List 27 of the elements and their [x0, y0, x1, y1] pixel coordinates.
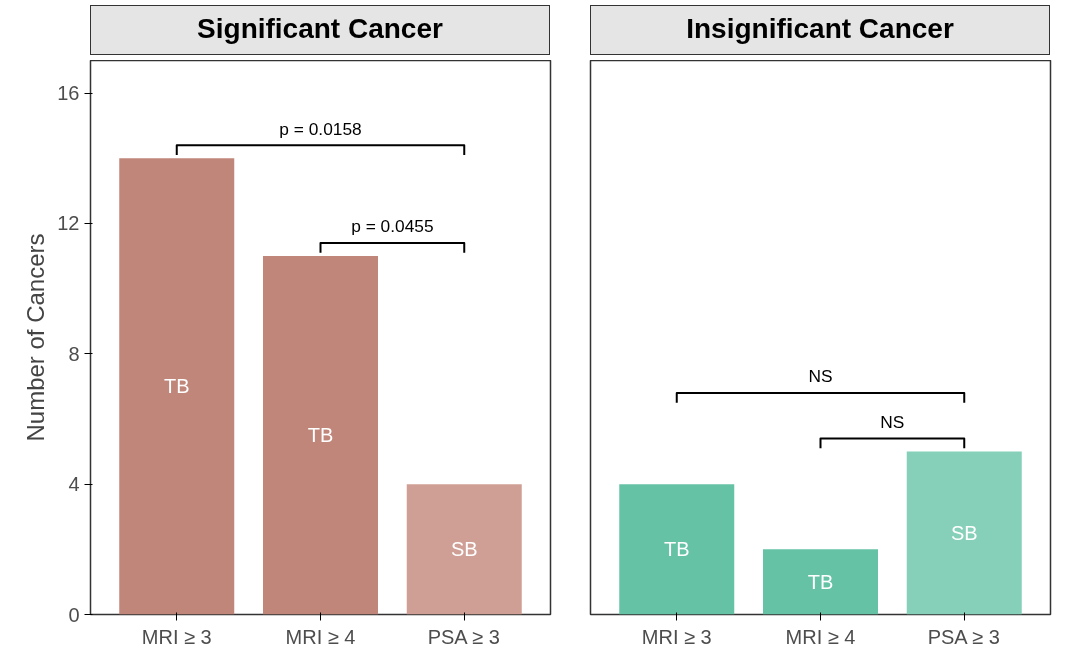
annotation: NS [880, 412, 905, 433]
y-tick-label: 4 [68, 473, 80, 496]
x-tick-label: MRI ≥ 4 [785, 625, 856, 648]
x-tick-label: MRI ≥ 4 [285, 625, 356, 648]
y-tick-label: 16 [57, 82, 80, 105]
annotation: TB [807, 570, 834, 593]
chart-title: Insignificant Cancer [686, 12, 954, 46]
annotation: p = 0.0158 [279, 118, 362, 139]
annotation: NS [808, 366, 833, 387]
y-axis-title: Number of Cancers [22, 233, 50, 442]
x-tick-label: MRI ≥ 3 [141, 625, 212, 648]
y-tick-label: 0 [68, 603, 80, 626]
annotation: SB [950, 522, 978, 545]
chart-title: Significant Cancer [197, 12, 443, 46]
x-tick-label: PSA ≥ 3 [927, 625, 1000, 648]
bar [119, 158, 235, 615]
y-tick-label: 12 [57, 212, 80, 235]
x-tick-label: MRI ≥ 3 [641, 625, 712, 648]
annotation: SB [450, 538, 478, 561]
annotation: TB [307, 424, 334, 447]
bar [406, 484, 522, 615]
annotation: TB [163, 375, 190, 398]
x-tick-label: PSA ≥ 3 [427, 625, 500, 648]
y-tick-label: 8 [68, 342, 80, 365]
annotation: p = 0.0455 [351, 216, 434, 237]
annotation: TB [663, 538, 690, 561]
bar [263, 256, 378, 615]
